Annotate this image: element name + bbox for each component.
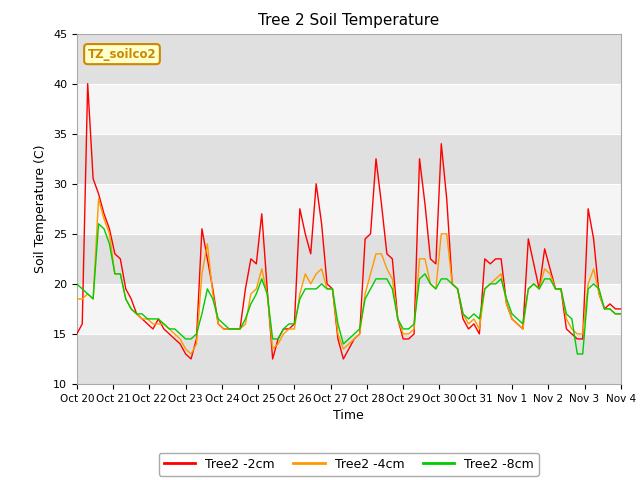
- Text: TZ_soilco2: TZ_soilco2: [88, 48, 156, 60]
- Bar: [77, 284, 621, 334]
- Tree2 -4cm: [220, 326, 228, 332]
- Tree2 -2cm: [73, 331, 81, 337]
- Tree2 -4cm: [334, 331, 342, 337]
- Bar: [77, 184, 621, 234]
- Tree2 -2cm: [116, 256, 124, 262]
- Legend: Tree2 -2cm, Tree2 -4cm, Tree2 -8cm: Tree2 -2cm, Tree2 -4cm, Tree2 -8cm: [159, 453, 539, 476]
- Tree2 -2cm: [492, 256, 499, 262]
- Tree2 -8cm: [214, 316, 222, 322]
- Tree2 -8cm: [329, 286, 337, 292]
- Tree2 -8cm: [405, 326, 413, 332]
- X-axis label: Time: Time: [333, 409, 364, 422]
- Bar: [77, 34, 621, 84]
- Title: Tree 2 Soil Temperature: Tree 2 Soil Temperature: [258, 13, 440, 28]
- Line: Tree2 -8cm: Tree2 -8cm: [77, 224, 621, 354]
- Tree2 -4cm: [492, 276, 499, 282]
- Tree2 -8cm: [486, 281, 494, 287]
- Tree2 -2cm: [617, 306, 625, 312]
- Tree2 -8cm: [617, 311, 625, 317]
- Tree2 -4cm: [187, 351, 195, 357]
- Bar: [77, 84, 621, 134]
- Tree2 -8cm: [460, 311, 467, 317]
- Tree2 -4cm: [410, 326, 418, 332]
- Tree2 -2cm: [334, 336, 342, 342]
- Tree2 -2cm: [410, 331, 418, 337]
- Tree2 -8cm: [116, 271, 124, 277]
- Line: Tree2 -2cm: Tree2 -2cm: [77, 84, 621, 359]
- Tree2 -8cm: [95, 221, 102, 227]
- Tree2 -8cm: [573, 351, 581, 357]
- Tree2 -4cm: [465, 321, 472, 327]
- Tree2 -8cm: [73, 281, 81, 287]
- Tree2 -4cm: [116, 271, 124, 277]
- Line: Tree2 -4cm: Tree2 -4cm: [77, 199, 621, 354]
- Y-axis label: Soil Temperature (C): Soil Temperature (C): [35, 144, 47, 273]
- Tree2 -2cm: [84, 81, 92, 86]
- Tree2 -4cm: [617, 311, 625, 317]
- Bar: [77, 334, 621, 384]
- Tree2 -2cm: [220, 326, 228, 332]
- Tree2 -2cm: [187, 356, 195, 362]
- Tree2 -4cm: [73, 296, 81, 302]
- Bar: [77, 134, 621, 184]
- Tree2 -4cm: [95, 196, 102, 202]
- Tree2 -2cm: [465, 326, 472, 332]
- Bar: [77, 234, 621, 284]
